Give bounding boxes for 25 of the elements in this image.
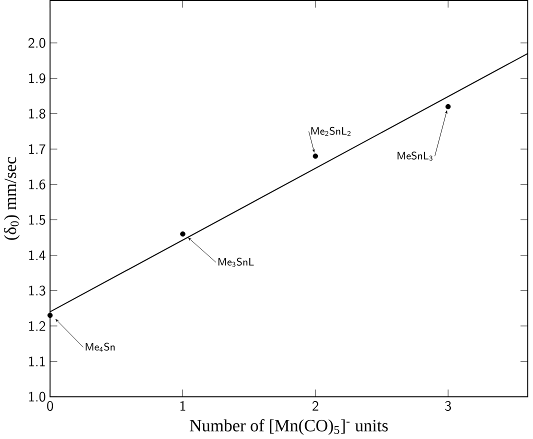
point <box>47 312 53 318</box>
annotation: Me$_{3}$SnL <box>218 258 254 267</box>
annotation: MeSnL$_{3}$ <box>398 152 432 161</box>
point <box>312 154 318 159</box>
x-tick-label: 2 <box>312 400 318 411</box>
x-tick-label: 3 <box>445 400 451 411</box>
y-tick-label: 1.7 <box>29 144 46 154</box>
y-tick-label: 1.5 <box>29 214 46 225</box>
point <box>445 104 451 110</box>
x-tick-label: 1 <box>180 400 186 411</box>
y-tick-label: 1.0 <box>29 392 46 402</box>
y-tick-label: 1.2 <box>29 321 46 331</box>
annotation: Me$_{2}$SnL$_{2}$ <box>311 126 351 136</box>
y-tick-label: 1.6 <box>29 179 46 190</box>
y-tick-label: 1.1 <box>29 356 45 366</box>
annotation: Me$_{4}$Sn <box>86 342 115 352</box>
x-axis-title: Number of [Mn(CO)$_{5}$]$^{-}$ units <box>190 419 388 435</box>
y-tick-label: 1.3 <box>29 286 46 296</box>
y-axis-title: (δ$_{0}$) mm/sec <box>4 157 20 240</box>
y-tick-label: 1.9 <box>29 73 46 84</box>
y-tick-label: 1.4 <box>29 250 46 260</box>
y-tick-label: 2.0 <box>28 38 46 48</box>
y-tick-label: 1.8 <box>29 108 46 119</box>
point <box>180 231 186 237</box>
x-tick-label: 0 <box>47 400 53 411</box>
